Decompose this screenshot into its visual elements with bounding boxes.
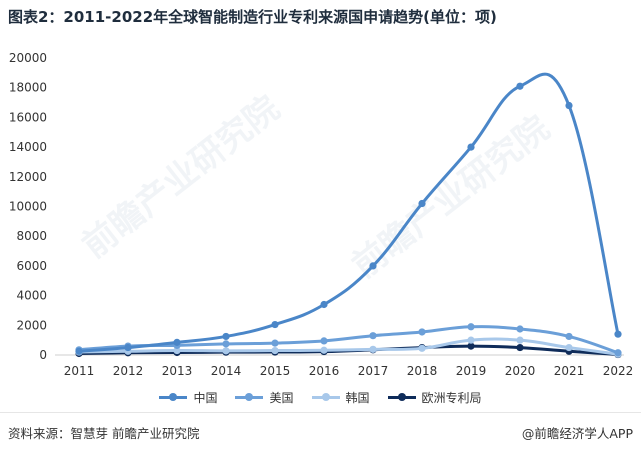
y-axis: 0 2000 4000 6000 8000 10000 12000 14000 16000 180… xyxy=(9,51,47,362)
data-point xyxy=(516,343,524,352)
legend-swatch xyxy=(159,393,188,401)
y-tick-label: 4000 xyxy=(16,289,47,303)
data-point xyxy=(418,199,426,208)
data-point xyxy=(271,320,279,329)
data-point xyxy=(418,328,426,336)
data-point xyxy=(173,338,181,346)
series-line xyxy=(77,325,620,355)
x-tick-label: 2013 xyxy=(162,364,193,378)
legend: 中国 美国 韩国 欧洲专利局 xyxy=(0,388,641,406)
data-point xyxy=(467,143,475,151)
series-line xyxy=(77,72,620,353)
series-layer xyxy=(75,72,622,359)
y-tick-label: 14000 xyxy=(9,140,47,154)
data-point xyxy=(369,332,377,340)
series-line xyxy=(77,337,620,356)
x-tick-label: 2011 xyxy=(64,364,95,378)
data-point xyxy=(467,323,475,331)
legend-swatch xyxy=(387,393,416,401)
legend-item: 欧洲专利局 xyxy=(387,389,482,406)
legend-marker xyxy=(397,393,406,401)
data-point xyxy=(614,330,622,338)
series-0 xyxy=(75,72,622,355)
y-tick-label: 2000 xyxy=(16,318,47,332)
data-point xyxy=(320,337,328,345)
legend-label: 中国 xyxy=(193,390,218,405)
chart-title: 图表2：2011-2022年全球智能制造行业专利来源国申请趋势(单位：项) xyxy=(8,8,497,26)
x-tick-label: 2020 xyxy=(505,364,536,378)
data-point xyxy=(320,346,328,354)
data-point xyxy=(418,344,426,352)
data-point xyxy=(320,300,328,309)
data-point xyxy=(369,262,377,270)
data-point xyxy=(467,342,475,350)
x-tick-label: 2019 xyxy=(456,364,487,378)
data-point xyxy=(467,336,475,344)
y-tick-label: 20000 xyxy=(9,51,47,65)
data-point xyxy=(565,101,573,110)
y-tick-label: 18000 xyxy=(9,81,47,95)
series-2 xyxy=(75,336,622,358)
x-tick-label: 2012 xyxy=(113,364,144,378)
source-text: 资料来源：智慧芽 前瞻产业研究院 xyxy=(8,426,200,441)
data-point xyxy=(75,347,83,355)
data-point xyxy=(222,347,230,355)
legend-label: 美国 xyxy=(269,390,294,405)
line-chart: 0 2000 4000 6000 8000 10000 12000 14000 16000 180… xyxy=(9,51,634,378)
x-tick-label: 2014 xyxy=(211,364,242,378)
data-point xyxy=(369,345,377,353)
data-point xyxy=(516,82,524,90)
legend-label: 韩国 xyxy=(345,390,370,405)
legend-marker xyxy=(321,393,330,401)
y-tick-label: 12000 xyxy=(9,170,47,184)
legend-item: 中国 xyxy=(159,389,217,406)
x-tick-label: 2022 xyxy=(603,364,634,378)
data-point xyxy=(516,336,524,344)
data-point xyxy=(222,332,230,341)
x-tick-label: 2017 xyxy=(358,364,389,378)
data-point xyxy=(173,346,181,355)
y-tick-label: 8000 xyxy=(16,229,47,243)
y-tick-label: 6000 xyxy=(16,259,47,273)
data-point xyxy=(271,346,279,355)
legend-swatch xyxy=(235,393,264,401)
data-point xyxy=(565,332,573,341)
footer: 资料来源：智慧芽 前瞻产业研究院 @前瞻经济学人APP xyxy=(0,412,641,453)
y-tick-label: 16000 xyxy=(9,110,47,124)
legend-label: 欧洲专利局 xyxy=(421,390,482,405)
data-point xyxy=(516,325,524,333)
legend-marker xyxy=(169,393,178,401)
legend-item: 美国 xyxy=(235,389,294,406)
x-tick-label: 2016 xyxy=(309,364,340,378)
x-tick-label: 2021 xyxy=(554,364,585,378)
brand-text: @前瞻经济学人APP xyxy=(521,426,633,441)
data-point xyxy=(222,340,230,348)
data-point xyxy=(124,343,132,352)
data-point xyxy=(614,349,622,357)
x-axis: 2011 2012 2013 2014 2015 2016 2017 2018 2019 2020… xyxy=(55,354,634,378)
legend-swatch xyxy=(311,393,340,401)
legend-item: 韩国 xyxy=(311,389,370,406)
legend-marker xyxy=(245,393,254,401)
data-point xyxy=(271,339,279,347)
x-tick-label: 2015 xyxy=(260,364,291,378)
y-tick-label: 10000 xyxy=(9,200,47,214)
data-point xyxy=(565,343,573,352)
x-tick-label: 2018 xyxy=(407,364,438,378)
y-tick-label: 0 xyxy=(39,348,47,362)
